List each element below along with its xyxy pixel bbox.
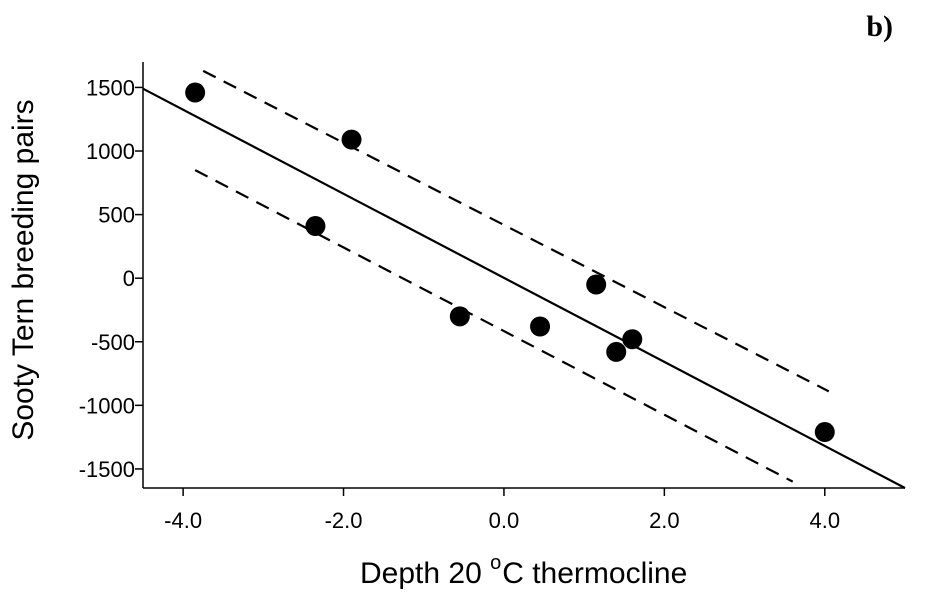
data-point xyxy=(606,341,627,362)
y-axis-label: Sooty Tern breeding pairs xyxy=(7,99,40,441)
y-tick-label: 0 xyxy=(123,266,135,291)
data-point xyxy=(185,82,206,103)
data-point xyxy=(341,129,362,150)
y-tick-label: -1500 xyxy=(79,457,135,482)
x-tick-label: 2.0 xyxy=(649,508,680,533)
y-tick-label: 1000 xyxy=(86,139,135,164)
x-axis-label: Depth 20 oC thermocline xyxy=(360,552,687,591)
y-tick-label: 500 xyxy=(98,203,135,228)
data-point xyxy=(530,316,551,337)
y-tick-label: -500 xyxy=(91,330,135,355)
data-point xyxy=(305,216,326,237)
x-tick-label: 4.0 xyxy=(809,508,840,533)
regression-lines xyxy=(142,69,906,489)
x-axis-label-suffix: C thermocline xyxy=(502,557,688,590)
confidence-band-lower xyxy=(194,169,794,483)
x-axis-label-prefix: Depth 20 xyxy=(360,557,491,590)
y-tick-label: -1000 xyxy=(79,393,135,418)
x-tick-label: -4.0 xyxy=(164,508,202,533)
data-point xyxy=(586,274,607,295)
axes: 1500 1000 500 0 -500 -1000 -1500 -4.0 -2.0 0.0 2.0… xyxy=(79,62,905,533)
regression-line xyxy=(142,87,906,489)
data-point xyxy=(449,306,470,327)
data-points xyxy=(185,82,835,443)
y-tick-label: 1500 xyxy=(86,75,135,100)
data-point xyxy=(622,329,643,350)
degree-symbol: o xyxy=(490,552,502,574)
panel-label: b) xyxy=(866,10,893,43)
x-tick-label: -2.0 xyxy=(325,508,363,533)
data-point xyxy=(814,422,835,443)
x-tick-label: 0.0 xyxy=(489,508,520,533)
confidence-band-upper xyxy=(202,69,830,393)
